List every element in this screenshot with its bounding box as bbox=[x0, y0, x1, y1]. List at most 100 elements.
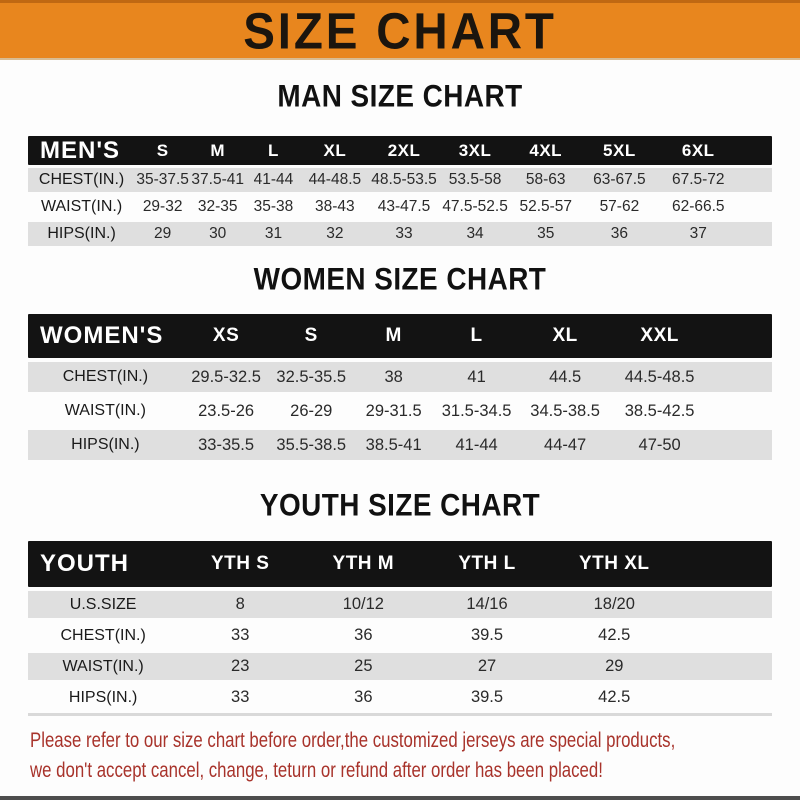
size-column-header: YTH XL bbox=[578, 553, 650, 574]
size-column-header: 4XL bbox=[529, 140, 563, 160]
size-cell: 35 bbox=[537, 225, 555, 242]
row-label: U.S.SIZE bbox=[69, 595, 137, 613]
size-cell: 53.5-58 bbox=[448, 171, 502, 188]
footer-line-2: we don't accept cancel, change, teturn o… bbox=[30, 759, 603, 782]
size-cell: 30 bbox=[209, 225, 227, 242]
size-cell: 33 bbox=[231, 688, 250, 706]
size-column-header: XL bbox=[552, 325, 578, 346]
size-column-header: 5XL bbox=[603, 140, 636, 160]
size-cell: 37.5-41 bbox=[191, 171, 244, 188]
size-cell: 42.5 bbox=[598, 688, 631, 706]
row-label: WAIST(IN.) bbox=[40, 198, 123, 215]
size-column-header: XXL bbox=[640, 325, 679, 346]
banner: SIZE CHART bbox=[0, 0, 800, 60]
size-cell: 41-44 bbox=[455, 435, 498, 454]
size-cell: 41-44 bbox=[253, 171, 294, 188]
size-cell: 33 bbox=[231, 626, 250, 644]
size-cell: 63-67.5 bbox=[593, 171, 646, 188]
row-label: HIPS(IN.) bbox=[68, 688, 138, 706]
size-cell: 39.5 bbox=[470, 688, 504, 706]
size-cell: 35.5-38.5 bbox=[276, 435, 347, 454]
size-column-header: YTH S bbox=[210, 553, 270, 574]
size-cell: 27 bbox=[477, 657, 497, 675]
size-cell: 37 bbox=[689, 225, 707, 242]
women-table-header-bar: WOMEN'S XS S M L XL XXL bbox=[28, 314, 772, 358]
size-cell: 38.5-42.5 bbox=[624, 401, 695, 420]
size-column-header: M bbox=[385, 325, 402, 346]
men-section-heading: MAN SIZE CHART bbox=[277, 79, 523, 114]
size-cell: 39.5 bbox=[470, 626, 504, 644]
size-cell: 29 bbox=[605, 657, 624, 675]
page-title: SIZE CHART bbox=[243, 1, 557, 60]
size-cell: 36 bbox=[354, 626, 373, 644]
footer-line-1: Please refer to our size chart before or… bbox=[30, 729, 676, 752]
size-cell: 42.5 bbox=[598, 626, 631, 644]
size-cell: 33-35.5 bbox=[198, 435, 255, 454]
size-cell: 31.5-34.5 bbox=[441, 401, 512, 420]
row-label: HIPS(IN.) bbox=[71, 436, 140, 453]
size-cell: 47.5-52.5 bbox=[442, 198, 508, 215]
row-label: CHEST(IN.) bbox=[38, 171, 125, 188]
size-cell: 29.5-32.5 bbox=[191, 367, 261, 386]
size-cell: 44-47 bbox=[544, 435, 587, 454]
youth-waist-row: WAIST(IN.) 23 25 27 29 bbox=[28, 653, 772, 680]
size-cell: 23.5-26 bbox=[198, 401, 255, 420]
men-chest-row: CHEST(IN.) 35-37.5 37.5-41 41-44 44-48.5… bbox=[28, 168, 772, 192]
row-label: HIPS(IN.) bbox=[47, 225, 116, 242]
size-cell: 57-62 bbox=[599, 198, 640, 215]
size-cell: 52.5-57 bbox=[519, 198, 573, 215]
size-cell: 25 bbox=[354, 657, 373, 675]
footer-note: Please refer to our size chart before or… bbox=[0, 726, 800, 786]
size-column-header: 3XL bbox=[458, 140, 492, 160]
size-cell: 48.5-53.5 bbox=[371, 171, 437, 188]
size-cell: 58-63 bbox=[525, 171, 566, 188]
size-cell: 36 bbox=[610, 225, 629, 242]
men-waist-row: WAIST(IN.) 29-32 32-35 35-38 38-43 43-47… bbox=[28, 195, 772, 219]
size-cell: 31 bbox=[264, 225, 283, 242]
size-column-header: M bbox=[210, 140, 226, 160]
table-bottom-divider bbox=[28, 713, 772, 716]
row-label: CHEST(IN.) bbox=[62, 368, 149, 385]
size-cell: 47-50 bbox=[638, 435, 681, 454]
men-size-table: MEN'S S M L XL 2XL 3XL 4XL 5XL 6XL CHEST… bbox=[28, 136, 772, 246]
size-cell: 67.5-72 bbox=[671, 171, 725, 188]
size-cell: 38-43 bbox=[315, 198, 355, 215]
size-cell: 38 bbox=[384, 367, 403, 386]
youth-size-table: YOUTH YTH S YTH M YTH L YTH XL U.S.SIZE … bbox=[28, 541, 772, 716]
size-column-header: S bbox=[156, 140, 169, 160]
size-cell: 38.5-41 bbox=[365, 435, 422, 454]
size-cell: 34.5-38.5 bbox=[530, 401, 600, 420]
size-column-header: 6XL bbox=[681, 140, 715, 160]
youth-hips-row: HIPS(IN.) 33 36 39.5 42.5 bbox=[28, 684, 772, 711]
size-cell: 18/20 bbox=[593, 595, 635, 613]
men-header-label: MEN'S bbox=[40, 136, 121, 164]
size-cell: 62-66.5 bbox=[671, 198, 725, 215]
women-size-table: WOMEN'S XS S M L XL XXL CHEST(IN.) 29.5-… bbox=[28, 314, 772, 460]
bottom-edge-strip bbox=[0, 796, 800, 800]
youth-chest-row: CHEST(IN.) 33 36 39.5 42.5 bbox=[28, 622, 772, 649]
youth-table-header-bar: YOUTH YTH S YTH M YTH L YTH XL bbox=[28, 541, 772, 587]
women-header-label: WOMEN'S bbox=[40, 322, 164, 349]
size-cell: 44-48.5 bbox=[308, 171, 362, 188]
size-column-header: 2XL bbox=[387, 140, 421, 160]
size-column-header: XL bbox=[323, 140, 347, 160]
size-column-header: YTH L bbox=[458, 553, 516, 574]
row-label: WAIST(IN.) bbox=[64, 402, 146, 419]
women-hips-row: HIPS(IN.) 33-35.5 35.5-38.5 38.5-41 41-4… bbox=[28, 430, 772, 460]
size-cell: 35-37.5 bbox=[136, 171, 189, 188]
youth-ussize-row: U.S.SIZE 8 10/12 14/16 18/20 bbox=[28, 591, 772, 618]
youth-header-label: YOUTH bbox=[40, 550, 129, 577]
size-column-header: S bbox=[304, 325, 318, 346]
size-cell: 29 bbox=[154, 225, 172, 242]
size-cell: 44.5-48.5 bbox=[624, 367, 695, 386]
size-cell: 23 bbox=[231, 657, 250, 675]
size-cell: 29-31.5 bbox=[365, 401, 422, 420]
size-column-header: XS bbox=[212, 325, 240, 346]
size-cell: 35-38 bbox=[253, 198, 294, 215]
women-waist-row: WAIST(IN.) 23.5-26 26-29 29-31.5 31.5-34… bbox=[28, 396, 772, 426]
size-cell: 36 bbox=[354, 688, 373, 706]
men-table-header-bar: MEN'S S M L XL 2XL 3XL 4XL 5XL 6XL bbox=[28, 136, 772, 165]
men-hips-row: HIPS(IN.) 29 30 31 32 33 34 35 36 37 bbox=[28, 222, 772, 246]
row-label: CHEST(IN.) bbox=[60, 626, 146, 644]
youth-section-heading: YOUTH SIZE CHART bbox=[259, 488, 541, 523]
